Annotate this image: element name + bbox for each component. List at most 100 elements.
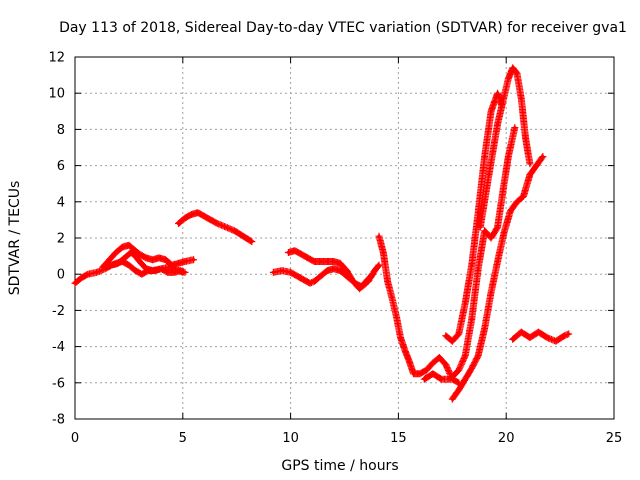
- data-point: [470, 366, 474, 370]
- data-point: [541, 154, 545, 159]
- data-point: [495, 91, 500, 95]
- data-point: [377, 263, 381, 267]
- data-point: [457, 388, 461, 392]
- data-point: [345, 268, 349, 273]
- data-point: [94, 270, 99, 274]
- data-point: [390, 296, 394, 300]
- data-point: [418, 372, 422, 376]
- data-point: [360, 285, 364, 289]
- data-point: [107, 258, 112, 262]
- data-point: [101, 265, 105, 269]
- data-point: [209, 218, 213, 222]
- data-point: [166, 270, 170, 274]
- data-point: [431, 372, 435, 376]
- y-tick-label: 6: [57, 159, 65, 174]
- data-point: [103, 267, 107, 271]
- data-point: [153, 268, 157, 273]
- data-point: [431, 361, 435, 365]
- x-tick-label: 20: [498, 431, 515, 446]
- data-point: [450, 397, 454, 401]
- data-point: [515, 200, 519, 204]
- y-tick-label: 0: [57, 268, 65, 283]
- y-tick-label: 2: [57, 232, 65, 247]
- y-tick-label: -2: [52, 304, 65, 319]
- data-point: [138, 252, 142, 256]
- data-point: [312, 259, 316, 264]
- data-point: [176, 261, 181, 265]
- data-point: [289, 270, 293, 274]
- data-point: [183, 270, 187, 274]
- data-point: [489, 290, 493, 294]
- data-point: [515, 71, 519, 75]
- data-point: [524, 136, 528, 141]
- data-point: [140, 272, 144, 276]
- data-point: [444, 363, 448, 367]
- data-point: [545, 335, 549, 340]
- data-point: [120, 259, 125, 264]
- data-point: [370, 272, 375, 276]
- y-axis-label: SDTVAR / TECUs: [7, 181, 23, 296]
- data-point: [146, 268, 150, 273]
- data-point: [179, 268, 183, 273]
- data-point: [332, 267, 336, 271]
- data-point: [250, 240, 254, 244]
- axis-ticks: 0 5 10 15 20 25 -8 -6 -4 -2 0 2 4 6 8 10 12: [48, 51, 622, 447]
- data-point: [319, 259, 323, 264]
- data-point: [407, 359, 411, 363]
- data-point: [133, 254, 137, 258]
- data-point: [502, 230, 506, 235]
- data-point: [470, 317, 474, 322]
- data-point: [357, 287, 362, 291]
- data-point: [528, 335, 532, 340]
- data-point: [386, 279, 390, 284]
- data-point: [286, 250, 291, 255]
- data-point: [133, 249, 137, 253]
- data-point: [422, 377, 426, 381]
- data-point: [183, 216, 187, 220]
- data-point: [444, 334, 448, 338]
- data-point: [463, 301, 467, 305]
- x-axis-label: GPS time / hours: [281, 458, 398, 474]
- data-point: [127, 243, 131, 247]
- data-point: [463, 354, 467, 358]
- x-tick-label: 25: [606, 431, 623, 446]
- data-point: [144, 267, 148, 271]
- data-point: [86, 272, 90, 276]
- data-point: [500, 104, 504, 108]
- data-point: [534, 164, 538, 168]
- data-point: [489, 109, 493, 113]
- data-point: [332, 259, 336, 264]
- x-tick-label: 0: [71, 431, 79, 446]
- data-point: [437, 355, 441, 360]
- data-point: [351, 279, 355, 284]
- data-point: [308, 281, 312, 285]
- data-point: [381, 250, 385, 255]
- data-point: [353, 281, 357, 285]
- data-point: [312, 279, 316, 284]
- data-point: [495, 225, 500, 229]
- data-point: [506, 154, 510, 159]
- data-points: [71, 64, 573, 403]
- data-point: [157, 256, 161, 260]
- data-point: [495, 259, 500, 264]
- data-point: [159, 267, 163, 271]
- data-point: [483, 154, 487, 159]
- data-point: [502, 95, 506, 99]
- data-point: [519, 330, 523, 334]
- data-point: [483, 326, 487, 331]
- data-point: [489, 236, 493, 240]
- x-tick-label: 15: [390, 431, 407, 446]
- y-tick-label: 10: [48, 87, 65, 102]
- data-point: [424, 368, 429, 372]
- data-point: [295, 274, 299, 278]
- data-point: [319, 274, 323, 278]
- data-point: [528, 173, 532, 177]
- data-point: [196, 211, 200, 215]
- data-point: [138, 259, 142, 264]
- data-point: [463, 377, 467, 381]
- data-point: [511, 337, 515, 341]
- data-point: [476, 267, 480, 271]
- data-point: [511, 66, 515, 70]
- data-point: [114, 250, 118, 255]
